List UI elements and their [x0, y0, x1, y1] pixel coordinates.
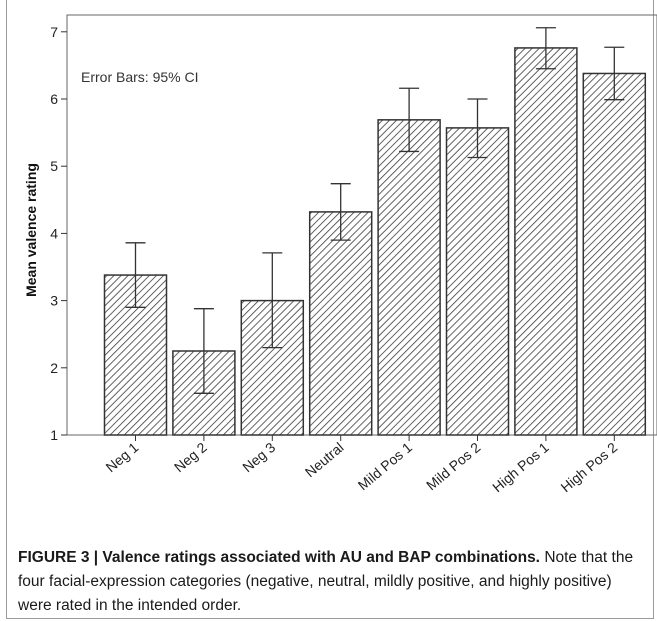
y-tick-label: 1	[50, 427, 58, 443]
y-tick-label: 5	[50, 158, 58, 174]
bar-chart: 1 2 3 4 5 6 7 Neg 1 Neg 2 Neg 3 Neutral Mild Pos 1…	[23, 14, 657, 495]
bar	[514, 47, 578, 436]
bars	[103, 47, 647, 436]
ci-annotation: Error Bars: 95% CI	[81, 69, 198, 85]
y-axis: 1 2 3 4 5 6 7	[50, 24, 67, 443]
x-tick-label: High Pos 2	[557, 439, 620, 495]
x-tick-label: Mild Pos 1	[355, 439, 416, 493]
figure-caption: FIGURE 3 | Valence ratings associated wi…	[18, 546, 643, 618]
bar	[377, 119, 441, 436]
x-tick-label: Neg 1	[103, 439, 142, 475]
x-tick-label: Neg 2	[171, 439, 210, 475]
x-axis: Neg 1 Neg 2 Neg 3 Neutral Mild Pos 1 Mild Pos…	[103, 435, 620, 495]
y-tick-label: 4	[50, 225, 58, 241]
y-tick-label: 6	[50, 91, 58, 107]
x-tick-label: High Pos 1	[489, 439, 552, 495]
caption-text: Note that the four facial-expression cat…	[18, 549, 634, 614]
caption-bottom-rule	[6, 618, 654, 619]
caption-title: FIGURE 3 | Valence ratings associated wi…	[18, 549, 540, 566]
x-tick-label: Neutral	[302, 439, 347, 480]
bar	[308, 211, 373, 436]
y-tick-label: 7	[50, 24, 58, 40]
figure-frame	[6, 0, 654, 618]
bar	[445, 127, 510, 436]
y-tick-label: 3	[50, 293, 58, 309]
x-tick-label: Mild Pos 2	[423, 439, 484, 493]
y-axis-title: Mean valence rating	[23, 163, 39, 297]
y-tick-label: 2	[50, 360, 58, 376]
error-bars	[125, 27, 625, 394]
bar	[582, 72, 647, 436]
x-tick-label: Neg 3	[239, 439, 278, 475]
